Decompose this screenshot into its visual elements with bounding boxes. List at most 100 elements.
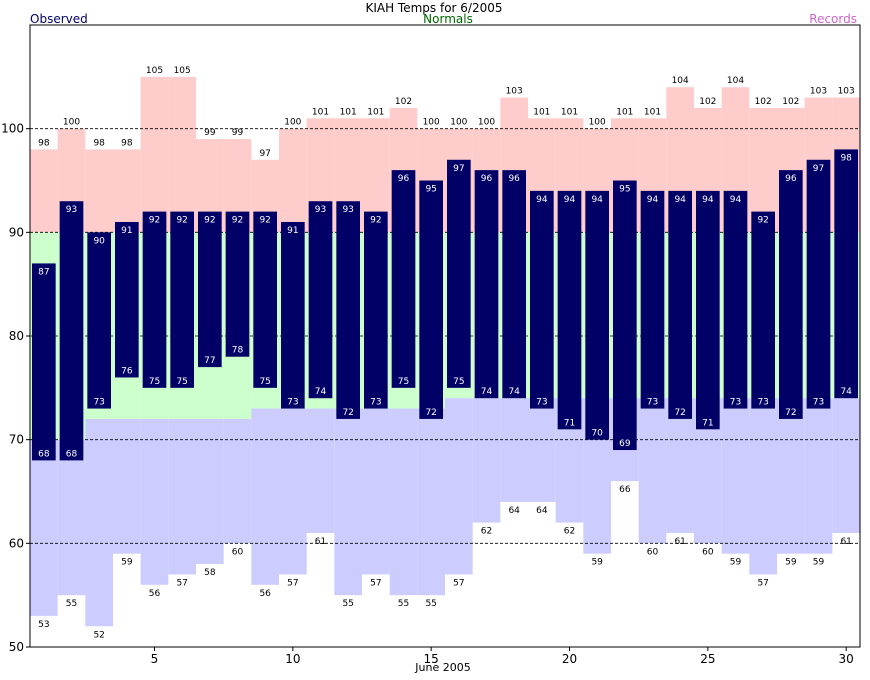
- observed-bar: [59, 201, 84, 461]
- observed-bar: [170, 211, 194, 388]
- record-low-label: 59: [591, 558, 603, 568]
- observed-low-label: 72: [674, 408, 685, 418]
- observed-bar: [640, 190, 665, 409]
- record-low-band: [389, 408, 418, 596]
- observed-high-label: 92: [204, 216, 215, 226]
- observed-low-label: 72: [785, 408, 796, 418]
- observed-low-label: 75: [259, 377, 270, 387]
- record-low-label: 56: [149, 589, 161, 599]
- record-low-label: 64: [508, 506, 520, 516]
- record-low-band: [140, 418, 169, 585]
- record-low-band: [417, 408, 445, 596]
- record-high-band: [113, 149, 141, 233]
- chart-title: KIAH Temps for 6/2005: [365, 1, 502, 15]
- record-low-band: [85, 418, 113, 627]
- observed-high-label: 92: [232, 216, 243, 226]
- record-high-label: 100: [423, 118, 440, 128]
- observed-low-label: 71: [702, 418, 713, 428]
- record-high-label: 98: [121, 138, 133, 148]
- record-low-label: 66: [619, 485, 631, 495]
- record-high-label: 102: [395, 97, 412, 107]
- observed-bar: [253, 211, 277, 388]
- observed-high-label: 94: [564, 195, 576, 205]
- legend-normals: Normals: [423, 12, 473, 26]
- observed-bar: [142, 211, 167, 388]
- observed-bar: [557, 190, 582, 430]
- record-high-band: [30, 149, 58, 233]
- observed-low-label: 74: [508, 387, 520, 397]
- observed-low-label: 73: [287, 398, 298, 408]
- y-tick-label: 100: [1, 122, 24, 136]
- record-low-label: 55: [66, 599, 77, 609]
- observed-low-label: 73: [730, 398, 741, 408]
- record-low-band: [500, 398, 528, 502]
- observed-low-label: 72: [425, 408, 436, 418]
- record-low-band: [223, 418, 252, 544]
- record-high-label: 102: [755, 97, 772, 107]
- record-high-label: 105: [174, 66, 191, 76]
- plot-area: 9887685310093685598907352989176591059275…: [1, 24, 861, 666]
- observed-low-label: 72: [342, 408, 353, 418]
- legend-records: Records: [809, 12, 857, 26]
- observed-high-label: 92: [757, 216, 768, 226]
- observed-high-label: 92: [149, 216, 160, 226]
- record-low-band: [251, 408, 279, 585]
- observed-bar: [87, 232, 111, 409]
- record-low-label: 57: [453, 578, 464, 588]
- record-low-label: 55: [425, 599, 436, 609]
- record-low-label: 57: [370, 578, 381, 588]
- record-low-band: [638, 398, 667, 544]
- y-tick-label: 90: [9, 225, 24, 239]
- x-tick-label: 5: [151, 652, 159, 666]
- record-high-label: 101: [644, 107, 661, 117]
- observed-bar: [530, 190, 554, 409]
- record-low-label: 59: [730, 558, 742, 568]
- record-high-band: [168, 76, 196, 233]
- y-tick-label: 60: [9, 536, 24, 550]
- observed-low-label: 74: [840, 387, 852, 397]
- observed-low-label: 73: [536, 398, 547, 408]
- observed-low-label: 78: [232, 346, 244, 356]
- record-low-band: [832, 398, 860, 533]
- observed-low-label: 77: [204, 356, 215, 366]
- record-low-band: [362, 408, 390, 575]
- observed-high-label: 94: [674, 195, 686, 205]
- observed-bar: [447, 159, 471, 388]
- observed-high-label: 94: [647, 195, 659, 205]
- observed-low-label: 73: [757, 398, 768, 408]
- observed-high-label: 92: [370, 216, 381, 226]
- record-high-label: 103: [506, 87, 523, 97]
- record-low-band: [528, 398, 556, 502]
- x-tick-label: 30: [839, 652, 854, 666]
- record-high-label: 105: [146, 66, 163, 76]
- observed-bar: [696, 190, 720, 430]
- observed-bar: [668, 190, 692, 419]
- record-low-band: [306, 408, 335, 533]
- record-high-label: 101: [340, 107, 357, 117]
- observed-bar: [806, 159, 831, 409]
- record-high-label: 98: [38, 138, 50, 148]
- record-low-label: 61: [840, 537, 851, 547]
- x-tick-label: 20: [562, 652, 577, 666]
- observed-low-label: 75: [398, 377, 409, 387]
- observed-low-label: 75: [453, 377, 464, 387]
- observed-low-label: 71: [564, 418, 575, 428]
- observed-high-label: 91: [287, 226, 298, 236]
- record-low-label: 52: [93, 630, 104, 640]
- record-low-band: [472, 398, 501, 523]
- observed-low-label: 70: [591, 429, 603, 439]
- observed-bar: [751, 211, 775, 409]
- record-low-band: [113, 418, 141, 554]
- record-high-label: 101: [312, 107, 329, 117]
- observed-low-label: 68: [38, 449, 50, 459]
- record-high-label: 100: [450, 118, 467, 128]
- observed-high-label: 94: [730, 195, 742, 205]
- observed-low-label: 73: [370, 398, 381, 408]
- observed-high-label: 95: [425, 185, 436, 195]
- record-low-band: [30, 439, 58, 616]
- record-low-label: 56: [259, 589, 271, 599]
- observed-bar: [281, 221, 305, 409]
- observed-high-label: 96: [785, 174, 797, 184]
